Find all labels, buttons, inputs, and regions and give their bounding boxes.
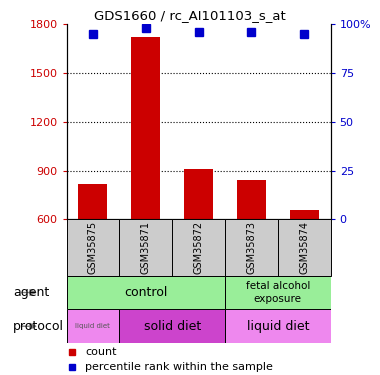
Text: GSM35875: GSM35875 <box>88 221 98 274</box>
FancyBboxPatch shape <box>172 219 225 276</box>
Text: GDS1660 / rc_AI101103_s_at: GDS1660 / rc_AI101103_s_at <box>94 9 286 22</box>
FancyBboxPatch shape <box>119 219 172 276</box>
Bar <box>131 38 160 219</box>
Bar <box>290 210 319 219</box>
Text: percentile rank within the sample: percentile rank within the sample <box>85 362 273 372</box>
Text: protocol: protocol <box>13 320 64 333</box>
FancyBboxPatch shape <box>66 309 119 343</box>
Text: liquid diet: liquid diet <box>247 320 309 333</box>
FancyBboxPatch shape <box>66 276 225 309</box>
Text: count: count <box>85 347 117 357</box>
Text: fetal alcohol
exposure: fetal alcohol exposure <box>245 281 310 304</box>
FancyBboxPatch shape <box>119 309 225 343</box>
Text: GSM35874: GSM35874 <box>299 221 309 274</box>
FancyBboxPatch shape <box>278 219 331 276</box>
Bar <box>184 169 213 219</box>
Text: GSM35873: GSM35873 <box>246 221 256 274</box>
FancyBboxPatch shape <box>225 309 331 343</box>
Text: GSM35871: GSM35871 <box>141 221 151 274</box>
FancyBboxPatch shape <box>225 219 278 276</box>
Text: liquid diet: liquid diet <box>76 323 110 329</box>
Text: solid diet: solid diet <box>144 320 201 333</box>
FancyBboxPatch shape <box>225 276 331 309</box>
Bar <box>237 180 266 219</box>
Bar <box>78 184 108 219</box>
Text: control: control <box>124 286 168 299</box>
Text: GSM35872: GSM35872 <box>193 221 204 274</box>
FancyBboxPatch shape <box>66 219 119 276</box>
Text: agent: agent <box>13 286 49 299</box>
